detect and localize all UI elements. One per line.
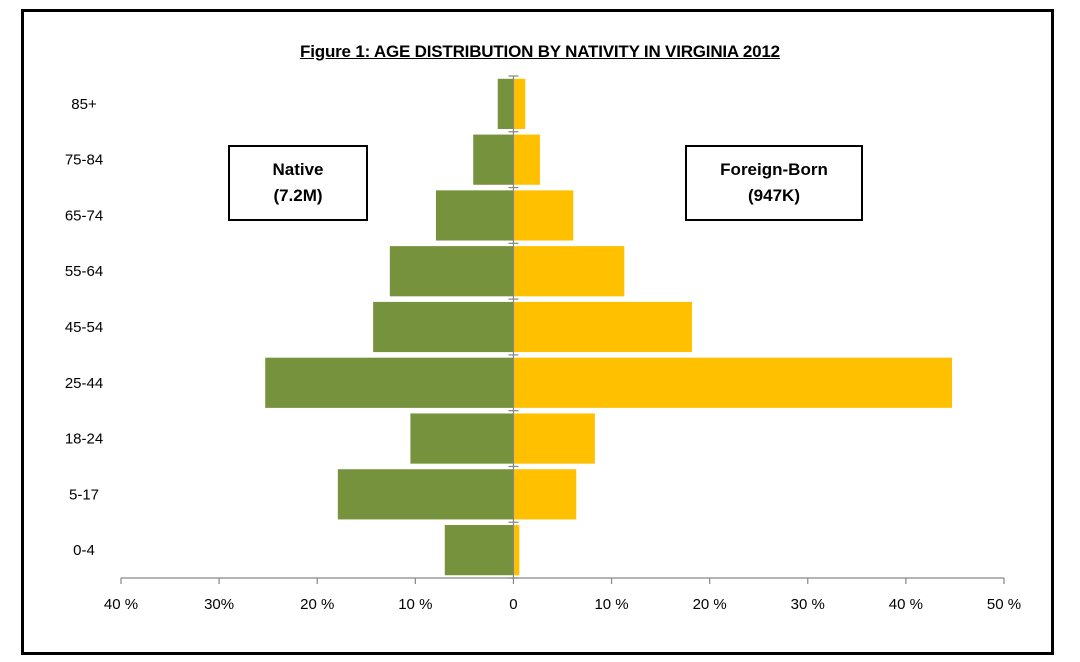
category-label: 45-54 [65,319,103,336]
category-label: 18-24 [65,431,103,448]
foreign-born-bar-5-17 [513,469,577,520]
native-bar-65-74 [435,190,514,241]
native-bar-55-64 [389,246,514,297]
category-label: 5-17 [69,486,99,503]
foreign-born-bar-0-4 [513,525,520,576]
foreign-born-bar-75-84 [513,134,540,185]
legend-foreign-born: Foreign-Born (947K) [685,145,863,221]
foreign-born-bar-65-74 [513,190,574,241]
legend-foreign-born-name: Foreign-Born [720,160,828,179]
category-label: 55-64 [65,263,103,280]
x-tick-label: 40 % [104,596,138,613]
native-bar-85+ [497,78,514,129]
native-bar-18-24 [410,413,514,464]
foreign-born-bar-85+ [513,78,526,129]
foreign-born-bar-45-54 [513,301,693,353]
foreign-born-bar-55-64 [513,246,625,297]
category-label: 0-4 [73,542,95,559]
native-bar-0-4 [444,525,514,576]
native-bar-45-54 [373,301,514,353]
x-tick-label: 30 % [791,596,825,613]
native-bar-25-44 [265,357,514,408]
native-bar-75-84 [473,134,514,185]
category-label: 75-84 [65,152,103,169]
x-tick-label: 20 % [300,596,334,613]
x-tick-label: 40 % [889,596,923,613]
legend-native-name: Native [272,160,324,179]
legend-native-total: (7.2M) [273,186,323,205]
category-label: 85+ [71,96,97,113]
legend-native: Native (7.2M) [228,145,368,221]
x-tick-label: 0 [509,596,517,613]
category-label: 65-74 [65,207,103,224]
native-bar-5-17 [337,469,514,520]
x-tick-label: 30% [204,596,234,613]
category-label: 25-44 [65,375,103,392]
x-tick-label: 10 % [398,596,432,613]
foreign-born-bar-25-44 [513,357,953,408]
chart-title: Figure 1: AGE DISTRIBUTION BY NATIVITY I… [300,42,780,61]
x-tick-label: 10 % [594,596,628,613]
foreign-born-bar-18-24 [513,413,595,464]
x-tick-label: 20 % [693,596,727,613]
x-tick-label: 50 % [987,596,1021,613]
legend-foreign-born-total: (947K) [748,186,800,205]
